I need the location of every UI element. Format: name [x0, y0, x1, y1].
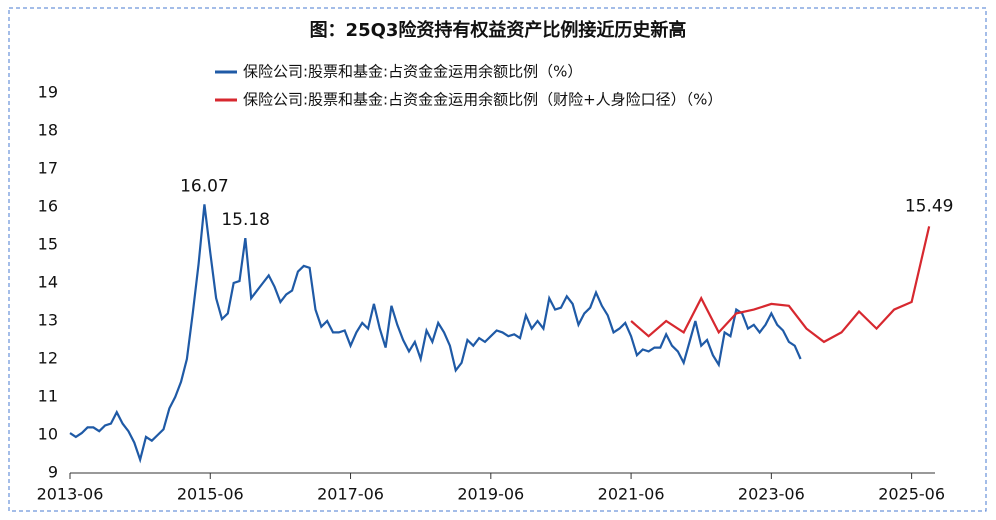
x-tick-label: 2019-06 — [457, 485, 524, 504]
y-tick-label: 18 — [38, 121, 58, 140]
x-tick-label: 2015-06 — [177, 485, 244, 504]
data-label: 15.18 — [221, 210, 270, 230]
x-tick-label: 2023-06 — [738, 485, 805, 504]
series-line — [630, 226, 931, 344]
chart-title: 图：25Q3险资持有权益资产比例接近历史新高 — [310, 19, 687, 41]
y-tick-label: 16 — [38, 197, 58, 216]
series-line — [69, 204, 802, 464]
x-tick-label: 2021-06 — [598, 485, 665, 504]
y-tick-label: 13 — [38, 311, 58, 330]
data-label: 15.49 — [905, 196, 954, 216]
x-tick-label: 2013-06 — [37, 485, 104, 504]
y-tick-label: 9 — [48, 463, 58, 482]
y-tick-label: 17 — [38, 159, 58, 178]
y-tick-label: 11 — [38, 387, 58, 406]
y-tick-label: 10 — [38, 425, 58, 444]
data-label: 16.07 — [180, 176, 229, 196]
frame — [8, 7, 987, 512]
x-tick-label: 2025-06 — [878, 485, 945, 504]
x-tick-label: 2017-06 — [317, 485, 384, 504]
legend-label: 保险公司:股票和基金:占资金金运用余额比例（%） — [243, 63, 582, 81]
y-tick-label: 12 — [38, 349, 58, 368]
y-tick-label: 19 — [38, 83, 58, 102]
y-tick-label: 15 — [38, 235, 58, 254]
legend-label: 保险公司:股票和基金:占资金金运用余额比例（财险+人身险口径）（%） — [243, 91, 722, 109]
y-tick-label: 14 — [38, 273, 58, 292]
